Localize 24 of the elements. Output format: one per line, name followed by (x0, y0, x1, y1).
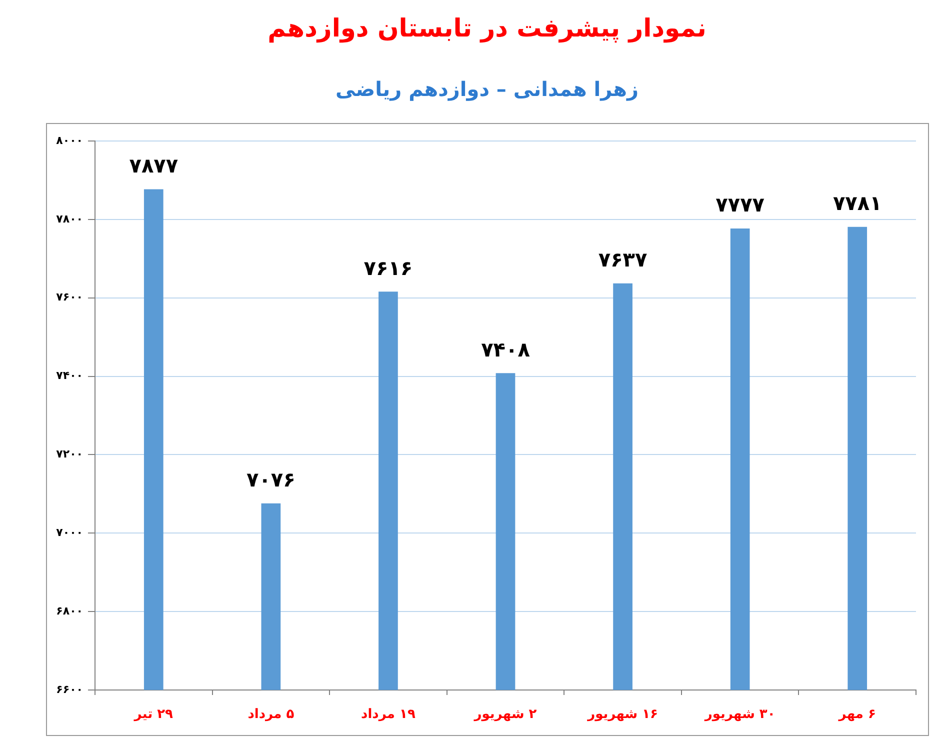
x-tick-label: ۲ شهریور (473, 707, 537, 722)
data-label: ۷۴۰۸ (481, 337, 530, 362)
data-label: ۷۰۷۶ (246, 468, 296, 492)
x-tick-label: ۵ مرداد (248, 707, 294, 722)
y-tick-label: ۶۸۰۰ (56, 604, 83, 618)
x-tick-label: ۱۹ مرداد (361, 707, 416, 722)
data-label: ۷۶۳۷ (598, 248, 648, 272)
x-tick-label: ۲۹ تیر (133, 707, 174, 722)
y-tick-label: ۷۸۰۰ (56, 212, 83, 226)
x-tick-label: ۳۰ شهریور (704, 707, 776, 722)
x-tick-label: ۶ مهر (838, 707, 876, 722)
y-tick-label: ۷۰۰۰ (56, 526, 83, 539)
chart-subtitle: زهرا همدانی – دوازدهم ریاضی (336, 77, 638, 102)
y-tick-label: ۷۴۰۰ (56, 369, 83, 382)
y-tick-label: ۸۰۰۰ (56, 134, 83, 147)
data-label: ۷۸۷۷ (129, 153, 178, 178)
y-tick-label: ۷۲۰۰ (56, 448, 83, 461)
chart-title: نمودار پیشرفت در تابستان دوازدهم (268, 14, 706, 44)
x-tick-label: ۱۶ شهریور (586, 707, 658, 722)
y-tick-label: ۷۶۰۰ (56, 290, 83, 304)
y-tick-label: ۶۶۰۰ (56, 682, 83, 696)
data-label: ۷۷۷۷ (716, 192, 764, 217)
data-label: ۷۶۱۶ (364, 256, 413, 280)
data-label: ۷۷۸۱ (832, 191, 882, 216)
